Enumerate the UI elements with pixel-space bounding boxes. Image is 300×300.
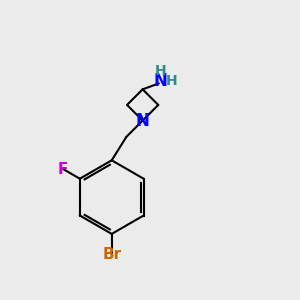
Text: Br: Br bbox=[102, 247, 121, 262]
Text: N: N bbox=[153, 72, 167, 90]
Text: N: N bbox=[135, 112, 149, 130]
Text: H: H bbox=[165, 74, 177, 88]
Text: H: H bbox=[154, 64, 166, 78]
Text: F: F bbox=[58, 162, 68, 177]
